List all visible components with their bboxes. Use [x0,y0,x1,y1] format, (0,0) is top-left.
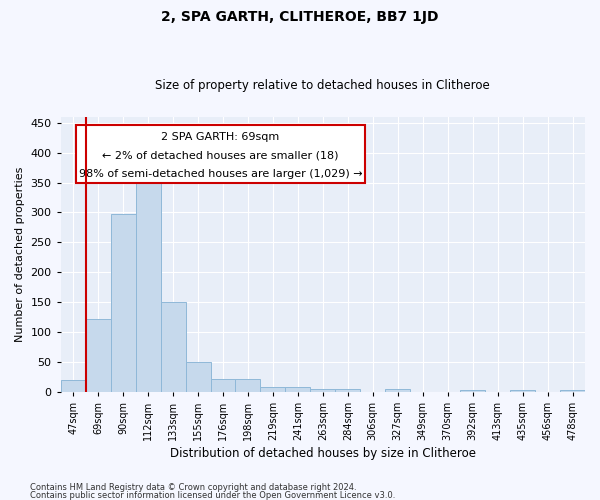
Bar [286,387,310,392]
Bar [310,388,335,392]
Text: 2 SPA GARTH: 69sqm: 2 SPA GARTH: 69sqm [161,132,280,141]
Text: Contains public sector information licensed under the Open Government Licence v3: Contains public sector information licen… [30,491,395,500]
Text: 98% of semi-detached houses are larger (1,029) →: 98% of semi-detached houses are larger (… [79,168,362,178]
Text: Contains HM Land Registry data © Crown copyright and database right 2024.: Contains HM Land Registry data © Crown c… [30,484,356,492]
Text: 2, SPA GARTH, CLITHEROE, BB7 1JD: 2, SPA GARTH, CLITHEROE, BB7 1JD [161,10,439,24]
Bar [211,378,235,392]
Title: Size of property relative to detached houses in Clitheroe: Size of property relative to detached ho… [155,79,490,92]
Bar [385,388,410,392]
Bar [335,388,361,392]
Bar [110,214,136,392]
FancyBboxPatch shape [76,125,365,182]
Bar [260,387,286,392]
X-axis label: Distribution of detached houses by size in Clitheroe: Distribution of detached houses by size … [170,447,476,460]
Bar [235,378,260,392]
Bar [510,390,535,392]
Bar [86,319,110,392]
Bar [136,182,161,392]
Bar [460,390,485,392]
Y-axis label: Number of detached properties: Number of detached properties [15,166,25,342]
Bar [161,302,185,392]
Bar [185,362,211,392]
Bar [61,380,86,392]
Bar [560,390,585,392]
Text: ← 2% of detached houses are smaller (18): ← 2% of detached houses are smaller (18) [103,150,339,160]
